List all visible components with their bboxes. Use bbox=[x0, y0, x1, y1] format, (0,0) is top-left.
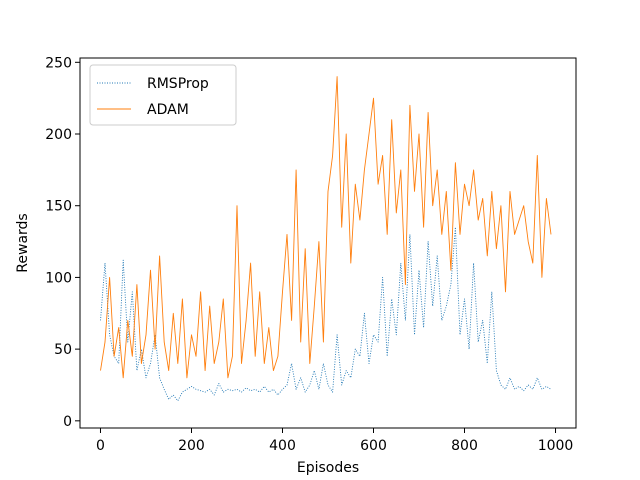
y-tick-label: 0 bbox=[63, 414, 72, 430]
y-tick-label: 250 bbox=[45, 55, 72, 71]
series-line-adam bbox=[100, 76, 552, 379]
legend: RMSProp ADAM bbox=[89, 64, 237, 126]
legend-label-rmsprop: RMSProp bbox=[147, 76, 209, 92]
x-axis: 0 200 400 600 800 1000 bbox=[96, 428, 573, 454]
x-tick-label: 600 bbox=[360, 438, 387, 454]
y-axis: 0 50 100 150 200 250 bbox=[45, 55, 80, 430]
x-tick-label: 0 bbox=[96, 438, 105, 454]
legend-label-adam: ADAM bbox=[147, 102, 189, 118]
plot-frame bbox=[79, 57, 577, 429]
y-axis-label: Rewards bbox=[15, 213, 31, 272]
x-tick-label: 800 bbox=[451, 438, 478, 454]
series-layer bbox=[100, 76, 552, 402]
y-tick-label: 50 bbox=[54, 342, 72, 358]
y-tick-label: 200 bbox=[45, 127, 72, 143]
series-line-rmsprop bbox=[100, 226, 552, 402]
x-tick-label: 1000 bbox=[538, 438, 574, 454]
x-axis-label: Episodes bbox=[297, 460, 359, 476]
y-tick-label: 150 bbox=[45, 199, 72, 215]
y-tick-label: 100 bbox=[45, 270, 72, 286]
legend-box bbox=[89, 64, 237, 126]
x-tick-label: 400 bbox=[269, 438, 296, 454]
x-tick-label: 200 bbox=[178, 438, 205, 454]
